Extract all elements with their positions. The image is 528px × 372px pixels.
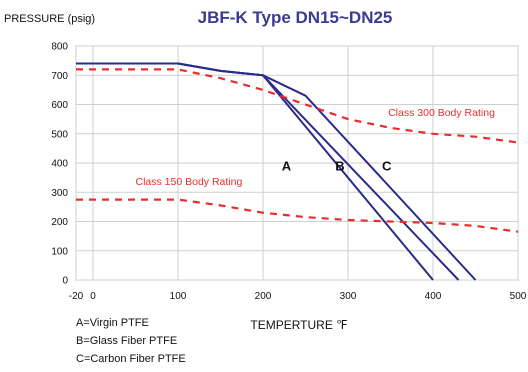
x-tick-label: 400 [425,291,442,302]
rating-label: Class 150 Body Rating [136,176,243,188]
y-tick-label: 500 [51,129,68,140]
legend-note-c: C=Carbon Fiber PTFE [76,353,186,365]
rating-label: Class 300 Body Rating [388,107,495,119]
x-tick-label: 500 [510,291,527,302]
x-tick-label: 300 [340,291,357,302]
legend-note-a: A=Virgin PTFE [76,317,149,329]
series-line-c [76,62,477,281]
x-tick-label: 100 [170,291,187,302]
curve-label-b: B [335,158,344,173]
annotation-labels: A B C Class 300 Body Rating Class 150 Body R… [136,107,496,188]
x-tick-label: 0 [90,291,96,302]
y-tick-label: 400 [51,159,68,170]
x-axis-label: TEMPERTURE ℉ [250,318,347,332]
series-line-class-300-body-rating [76,68,519,144]
y-tick-label: 100 [51,246,68,257]
curve-label-a: A [282,158,292,173]
y-tick-label: 200 [51,217,68,228]
x-tick-label: 200 [255,291,272,302]
chart-title: JBF-K Type DN15~DN25 [198,8,393,27]
y-tick-label: 800 [51,42,68,53]
x-tick-label: -20 [69,291,84,302]
series-layer [76,62,519,281]
grid [75,45,519,281]
y-tick-label: 700 [51,71,68,82]
series-line-class-150-body-rating [76,198,519,233]
y-axis-label: PRESSURE (psig) [4,13,95,25]
curve-label-c: C [382,158,392,173]
y-tick-label: 0 [62,276,68,287]
y-tick-label: 300 [51,188,68,199]
y-tick-label: 600 [51,100,68,111]
legend-note-b: B=Glass Fiber PTFE [76,335,177,347]
